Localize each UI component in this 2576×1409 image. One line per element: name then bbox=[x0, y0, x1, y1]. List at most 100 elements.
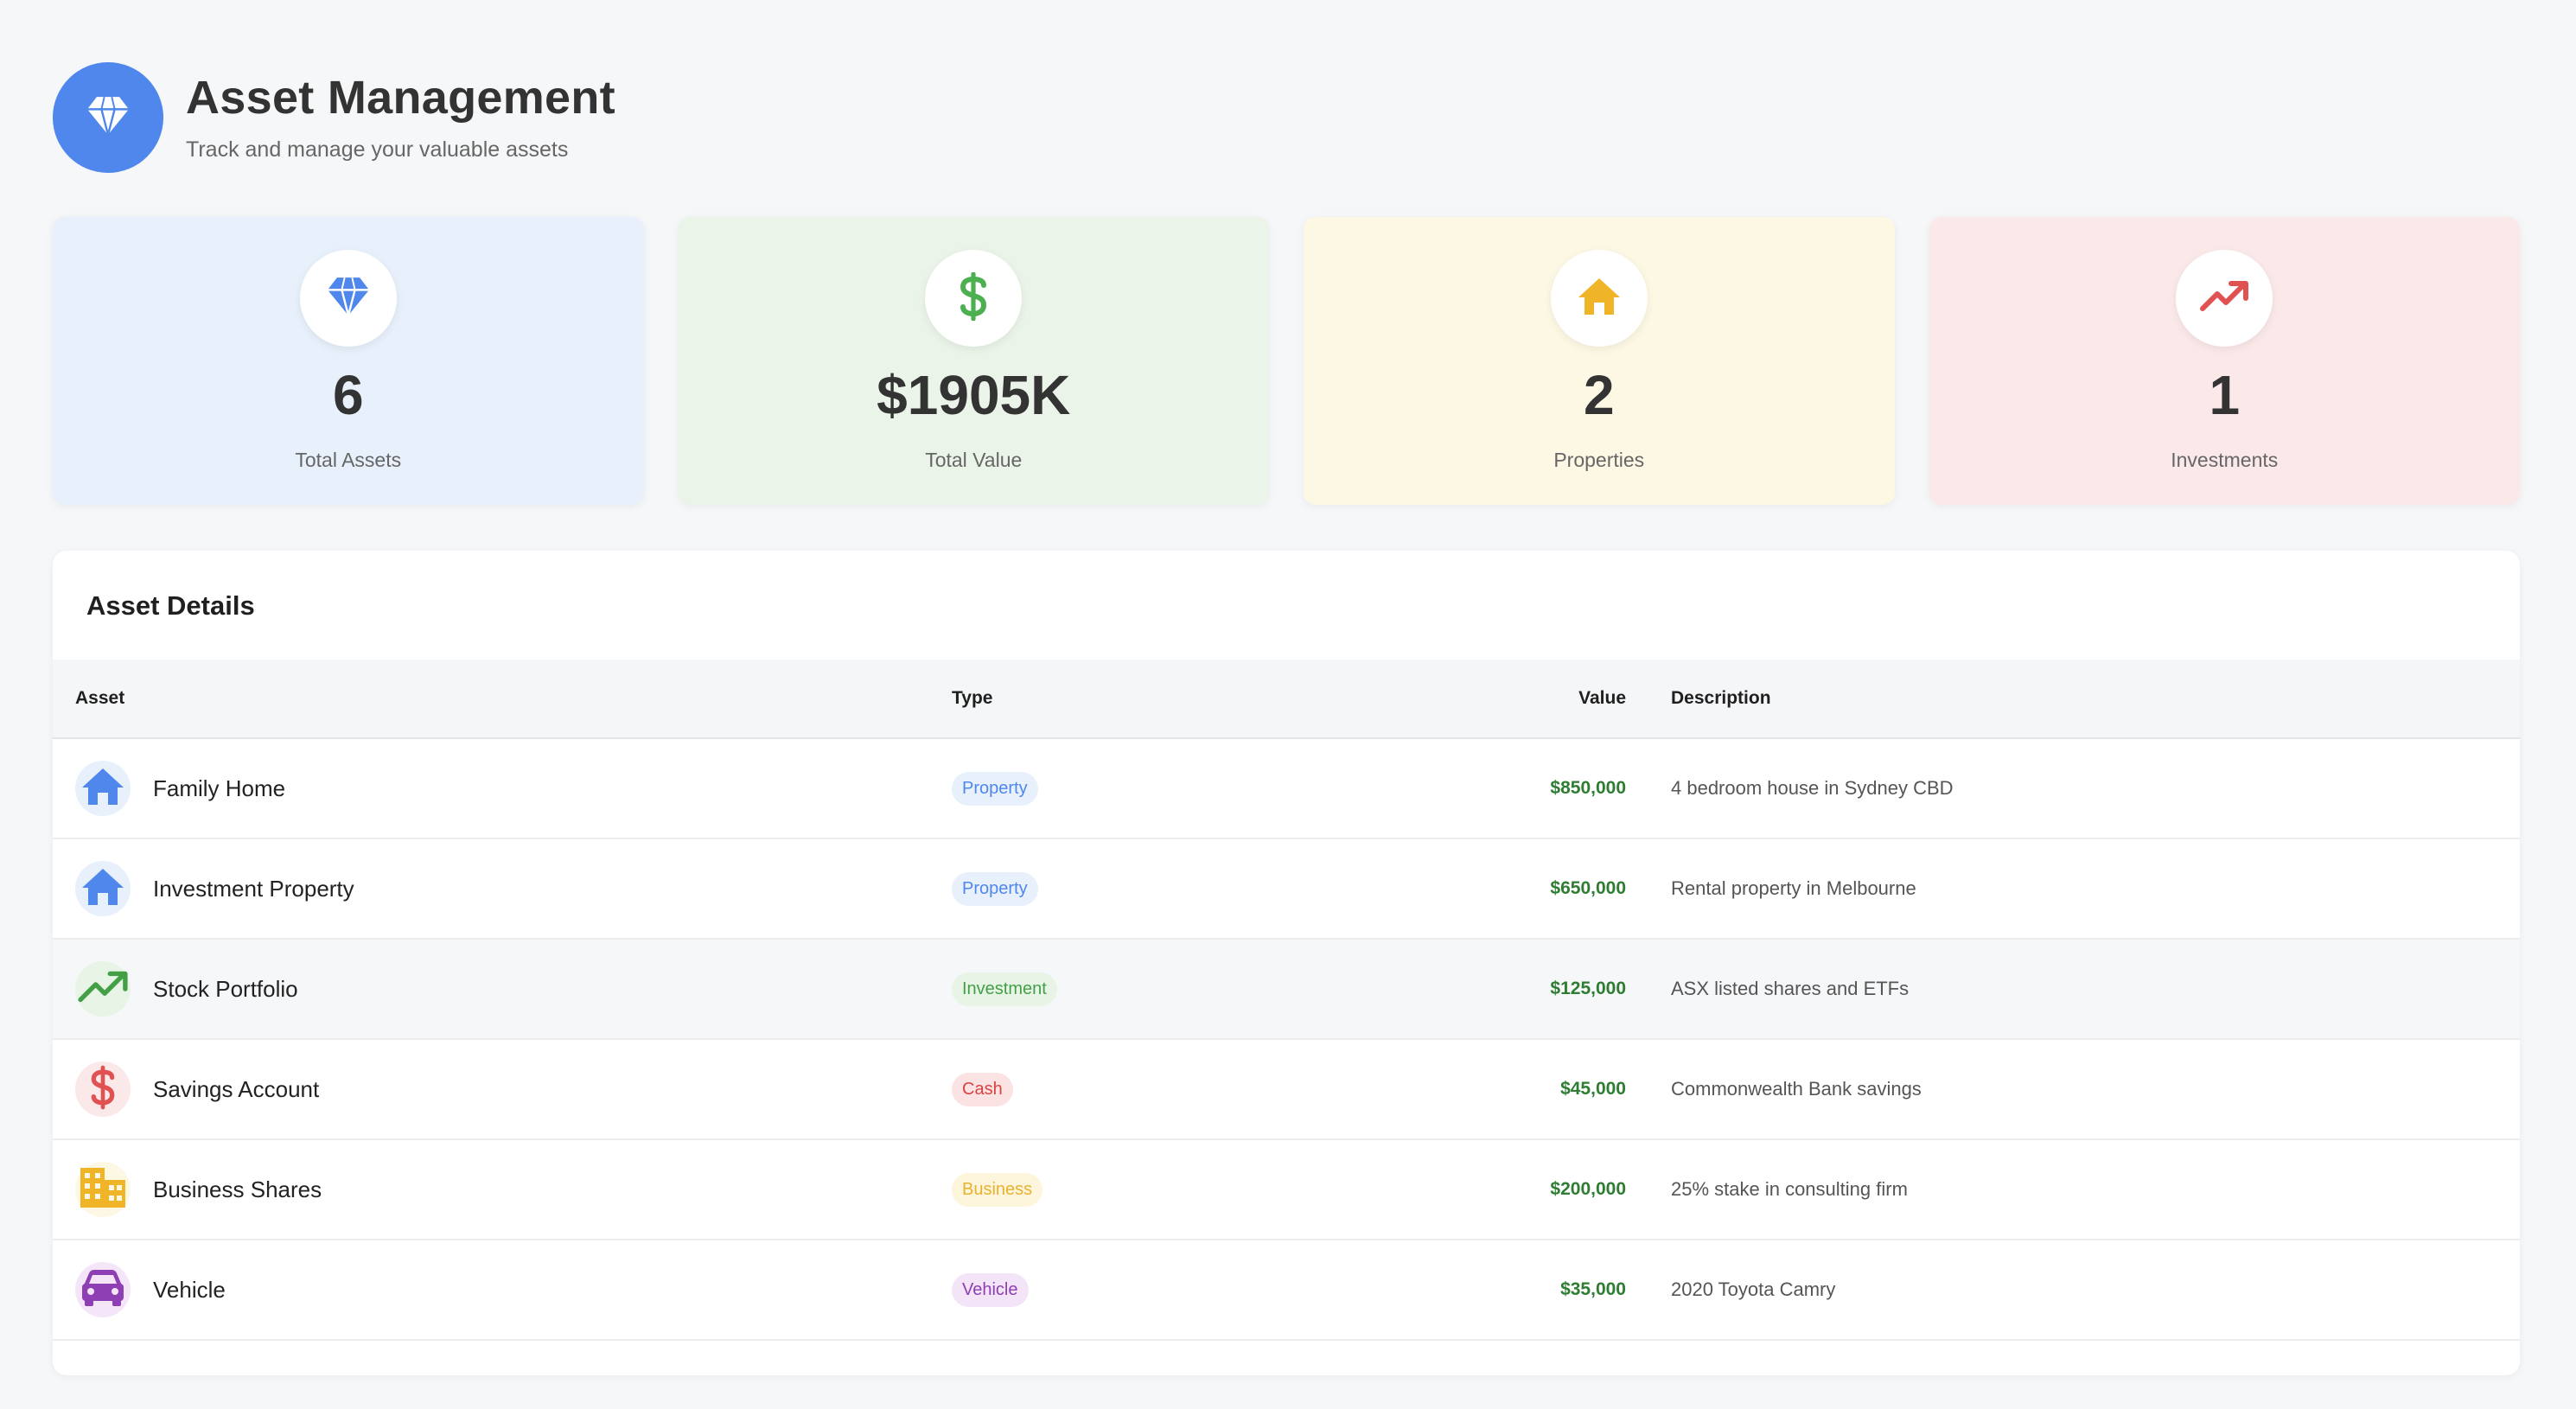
asset-cell: Investment Property bbox=[53, 861, 952, 916]
asset-icon-container bbox=[75, 1162, 131, 1217]
asset-details-panel: Asset Details Asset Type Value Descripti… bbox=[53, 551, 2520, 1375]
type-badge: Investment bbox=[952, 972, 1057, 1006]
building-icon bbox=[79, 1166, 127, 1214]
table-row[interactable]: Investment Property Property $650,000 Re… bbox=[53, 839, 2520, 940]
diamond-icon bbox=[85, 95, 131, 141]
stat-card-total-assets: 6 Total Assets bbox=[53, 217, 644, 505]
table-header: Asset Type Value Description bbox=[53, 660, 2520, 739]
value-cell: $125,000 bbox=[1220, 979, 1671, 999]
stat-label: Total Assets bbox=[295, 449, 402, 471]
stat-label: Total Value bbox=[925, 449, 1023, 471]
trending-up-icon bbox=[2200, 280, 2249, 316]
table-row[interactable]: Family Home Property $850,000 4 bedroom … bbox=[53, 739, 2520, 839]
asset-description: Commonwealth Bank savings bbox=[1671, 1078, 1922, 1100]
asset-description: ASX listed shares and ETFs bbox=[1671, 978, 1910, 999]
car-icon bbox=[80, 1268, 125, 1312]
column-header-asset[interactable]: Asset bbox=[75, 688, 125, 708]
stat-label: Investments bbox=[2171, 449, 2279, 471]
diamond-icon bbox=[325, 276, 372, 322]
type-badge: Business bbox=[952, 1172, 1043, 1207]
stat-label: Properties bbox=[1553, 449, 1645, 471]
stat-icon-container bbox=[2176, 250, 2273, 347]
type-cell: Investment bbox=[952, 972, 1220, 1006]
asset-description: Rental property in Melbourne bbox=[1671, 877, 1916, 899]
asset-description: 2020 Toyota Camry bbox=[1671, 1278, 1836, 1300]
value-cell: $45,000 bbox=[1220, 1079, 1671, 1100]
description-cell: 2020 Toyota Camry bbox=[1671, 1278, 2520, 1301]
description-cell: 4 bedroom house in Sydney CBD bbox=[1671, 777, 2520, 800]
page-subtitle: Track and manage your valuable assets bbox=[186, 137, 569, 163]
asset-cell: Business Shares bbox=[53, 1162, 952, 1217]
stat-card-total-value: $1905K Total Value bbox=[678, 217, 1269, 505]
asset-cell: Stock Portfolio bbox=[53, 961, 952, 1017]
app-logo bbox=[53, 62, 163, 173]
header-text: Asset Management Track and manage your v… bbox=[186, 71, 615, 163]
home-icon bbox=[80, 767, 125, 811]
type-cell: Property bbox=[952, 771, 1220, 806]
dollar-icon bbox=[89, 1065, 117, 1114]
value-cell: $650,000 bbox=[1220, 878, 1671, 899]
asset-name: Family Home bbox=[153, 775, 286, 801]
column-header-value[interactable]: Value bbox=[1578, 688, 1626, 708]
column-header-description[interactable]: Description bbox=[1671, 688, 1771, 708]
value-cell: $850,000 bbox=[1220, 778, 1671, 799]
description-cell: Rental property in Melbourne bbox=[1671, 877, 2520, 900]
asset-icon-container bbox=[75, 1262, 131, 1317]
asset-name: Business Shares bbox=[153, 1176, 322, 1202]
table-row[interactable]: Vehicle Vehicle $35,000 2020 Toyota Camr… bbox=[53, 1240, 2520, 1341]
type-badge: Property bbox=[952, 771, 1038, 806]
type-badge: Vehicle bbox=[952, 1272, 1029, 1307]
stat-card-investments: 1 Investments bbox=[1929, 217, 2520, 505]
asset-value: $35,000 bbox=[1560, 1279, 1626, 1299]
type-cell: Business bbox=[952, 1172, 1220, 1207]
asset-name: Stock Portfolio bbox=[153, 975, 298, 1002]
asset-name: Vehicle bbox=[153, 1276, 226, 1303]
type-cell: Property bbox=[952, 871, 1220, 906]
value-cell: $35,000 bbox=[1220, 1279, 1671, 1300]
stat-icon-container bbox=[1550, 250, 1648, 347]
stat-card-properties: 2 Properties bbox=[1304, 217, 1895, 505]
panel-title: Asset Details bbox=[86, 590, 255, 621]
asset-description: 4 bedroom house in Sydney CBD bbox=[1671, 777, 1954, 799]
stat-icon-container bbox=[299, 250, 397, 347]
asset-value: $45,000 bbox=[1560, 1079, 1626, 1099]
stat-value: 1 bbox=[2209, 364, 2241, 426]
asset-icon-container bbox=[75, 1062, 131, 1117]
type-cell: Cash bbox=[952, 1072, 1220, 1106]
type-badge: Cash bbox=[952, 1072, 1013, 1106]
asset-table: Asset Type Value Description Family Home bbox=[53, 660, 2520, 1341]
asset-description: 25% stake in consulting firm bbox=[1671, 1178, 1908, 1200]
asset-value: $650,000 bbox=[1550, 878, 1626, 898]
description-cell: Commonwealth Bank savings bbox=[1671, 1078, 2520, 1100]
table-row[interactable]: Savings Account Cash $45,000 Commonwealt… bbox=[53, 1040, 2520, 1140]
asset-value: $125,000 bbox=[1550, 979, 1626, 998]
value-cell: $200,000 bbox=[1220, 1179, 1671, 1200]
asset-cell: Vehicle bbox=[53, 1262, 952, 1317]
page-header: Asset Management Track and manage your v… bbox=[53, 62, 615, 173]
stat-icon-container bbox=[925, 250, 1023, 347]
table-row[interactable]: Stock Portfolio Investment $125,000 ASX … bbox=[53, 940, 2520, 1040]
type-cell: Vehicle bbox=[952, 1272, 1220, 1307]
page-title: Asset Management bbox=[186, 71, 615, 124]
stat-value: 6 bbox=[332, 364, 364, 426]
description-cell: 25% stake in consulting firm bbox=[1671, 1178, 2520, 1201]
asset-icon-container bbox=[75, 961, 131, 1017]
asset-icon-container bbox=[75, 761, 131, 816]
asset-value: $850,000 bbox=[1550, 778, 1626, 798]
column-header-type[interactable]: Type bbox=[952, 688, 993, 708]
home-icon bbox=[80, 867, 125, 911]
asset-icon-container bbox=[75, 861, 131, 916]
trending-up-icon bbox=[78, 971, 128, 1008]
type-badge: Property bbox=[952, 871, 1038, 906]
stats-row: 6 Total Assets $1905K Total Value bbox=[53, 217, 2520, 505]
description-cell: ASX listed shares and ETFs bbox=[1671, 978, 2520, 1000]
asset-name: Savings Account bbox=[153, 1075, 320, 1102]
asset-cell: Family Home bbox=[53, 761, 952, 816]
table-row[interactable]: Business Shares Business $200,000 25% st… bbox=[53, 1140, 2520, 1240]
dollar-icon bbox=[958, 271, 989, 325]
stat-value: 2 bbox=[1583, 364, 1615, 426]
asset-cell: Savings Account bbox=[53, 1062, 952, 1117]
stat-value: $1905K bbox=[877, 364, 1071, 426]
home-icon bbox=[1577, 277, 1622, 321]
